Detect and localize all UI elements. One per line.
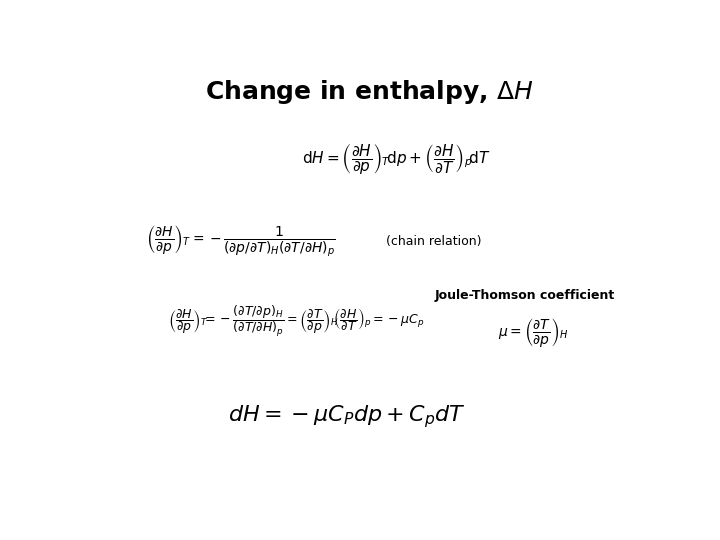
Text: $\mu = \left(\dfrac{\partial T}{\partial p}\right)_{H}$: $\mu = \left(\dfrac{\partial T}{\partial… (498, 316, 569, 349)
Text: $\left(\dfrac{\partial H}{\partial p}\right)_{T}\!\! = -\dfrac{(\partial T/\part: $\left(\dfrac{\partial H}{\partial p}\ri… (168, 303, 425, 338)
Text: $\left(\dfrac{\partial H}{\partial p}\right)_{T} = -\dfrac{1}{(\partial p/\parti: $\left(\dfrac{\partial H}{\partial p}\ri… (145, 224, 336, 259)
Text: (chain relation): (chain relation) (386, 235, 481, 248)
Text: Joule-Thomson coefficient: Joule-Thomson coefficient (435, 289, 616, 302)
Text: Change in enthalpy, $\Delta H$: Change in enthalpy, $\Delta H$ (204, 78, 534, 106)
Text: $\mathrm{d}H = \left(\dfrac{\partial H}{\partial p}\right)_{T}\!\mathrm{d}p + \l: $\mathrm{d}H = \left(\dfrac{\partial H}{… (302, 141, 491, 176)
Text: $dH = -\mu C_P dp + C_p dT$: $dH = -\mu C_P dp + C_p dT$ (228, 403, 466, 429)
